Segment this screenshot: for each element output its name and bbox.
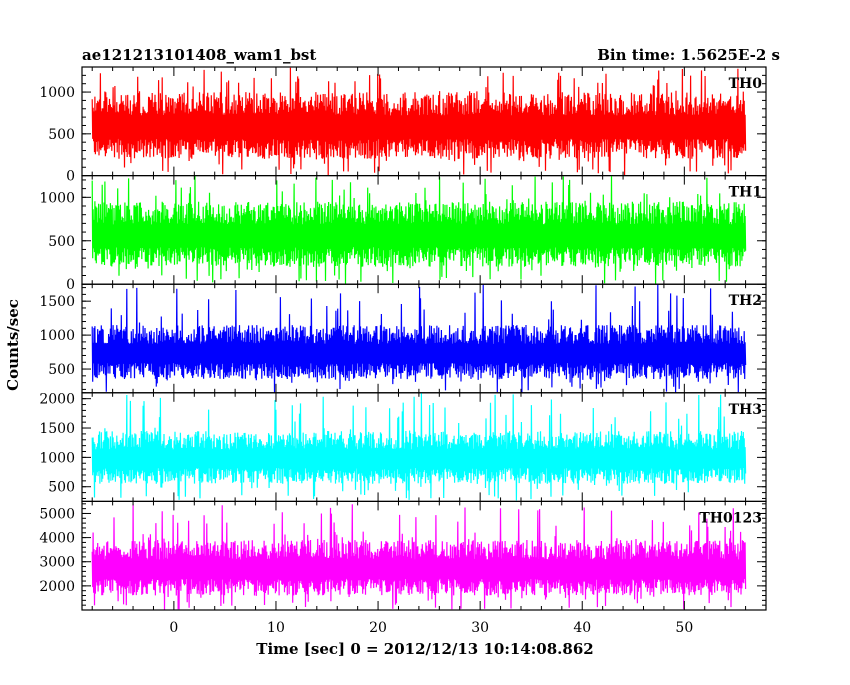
series-line-th0123 bbox=[91, 504, 747, 610]
y-tick-label: 0 bbox=[66, 169, 75, 185]
y-tick-label: 3000 bbox=[39, 555, 75, 571]
panel-th3: 500 1000 1500 2000 TH3 bbox=[39, 392, 767, 502]
panel-label: TH1 bbox=[729, 185, 762, 201]
panel-label: TH0123 bbox=[699, 510, 762, 526]
y-tick-label: 500 bbox=[48, 234, 75, 250]
y-tick-label: 1000 bbox=[39, 450, 75, 466]
bin-time-label: Bin time: 1.5625E-2 s bbox=[597, 46, 780, 64]
y-tick-label: 1500 bbox=[39, 294, 75, 310]
y-tick-label: 2000 bbox=[39, 392, 75, 408]
x-axis-label: Time [sec] 0 = 2012/12/13 10:14:08.862 bbox=[256, 640, 593, 658]
x-axis: 0 10 20 30 40 50 bbox=[169, 620, 693, 636]
panel-frame bbox=[81, 500, 767, 611]
y-tick-label: 4000 bbox=[39, 531, 75, 547]
y-tick-label: 2000 bbox=[39, 579, 75, 595]
x-tick-label: 30 bbox=[471, 620, 489, 636]
y-tick-label: 1000 bbox=[39, 85, 75, 101]
y-tick-label: 1000 bbox=[39, 190, 75, 206]
series-line-th1 bbox=[91, 175, 747, 284]
y-tick-label: 1000 bbox=[39, 328, 75, 344]
panels-layer: 0 500 1000 TH0 0 500 1000 TH1 500 1000 1500 TH2 500 1… bbox=[39, 66, 767, 611]
y-tick-label: 0 bbox=[66, 277, 75, 293]
x-tick-label: 40 bbox=[573, 620, 591, 636]
y-tick-label: 5000 bbox=[39, 506, 75, 522]
panel-label: TH0 bbox=[729, 76, 763, 92]
y-tick-label: 500 bbox=[48, 480, 75, 496]
y-tick-label: 500 bbox=[48, 127, 75, 143]
y-tick-label: 1500 bbox=[39, 421, 75, 437]
y-axis-label: Counts/sec bbox=[4, 299, 22, 391]
panel-th0123: 2000 3000 4000 5000 TH0123 bbox=[39, 500, 767, 611]
series-line-th3 bbox=[91, 392, 747, 501]
panel-th2: 500 1000 1500 TH2 bbox=[39, 283, 767, 394]
panel-label: TH3 bbox=[729, 402, 762, 418]
y-tick-label: 500 bbox=[48, 362, 75, 378]
chart-title: ae121213101408_wam1_bst bbox=[82, 46, 316, 64]
x-tick-label: 50 bbox=[675, 620, 693, 636]
series-line-th0 bbox=[91, 67, 747, 176]
panel-label: TH2 bbox=[729, 293, 762, 309]
x-tick-label: 0 bbox=[169, 620, 178, 636]
x-tick-label: 10 bbox=[267, 620, 285, 636]
panel-th1: 0 500 1000 TH1 bbox=[39, 175, 767, 293]
x-tick-label: 20 bbox=[369, 620, 387, 636]
panel-th0: 0 500 1000 TH0 bbox=[39, 66, 767, 185]
series-line-th2 bbox=[91, 284, 747, 393]
